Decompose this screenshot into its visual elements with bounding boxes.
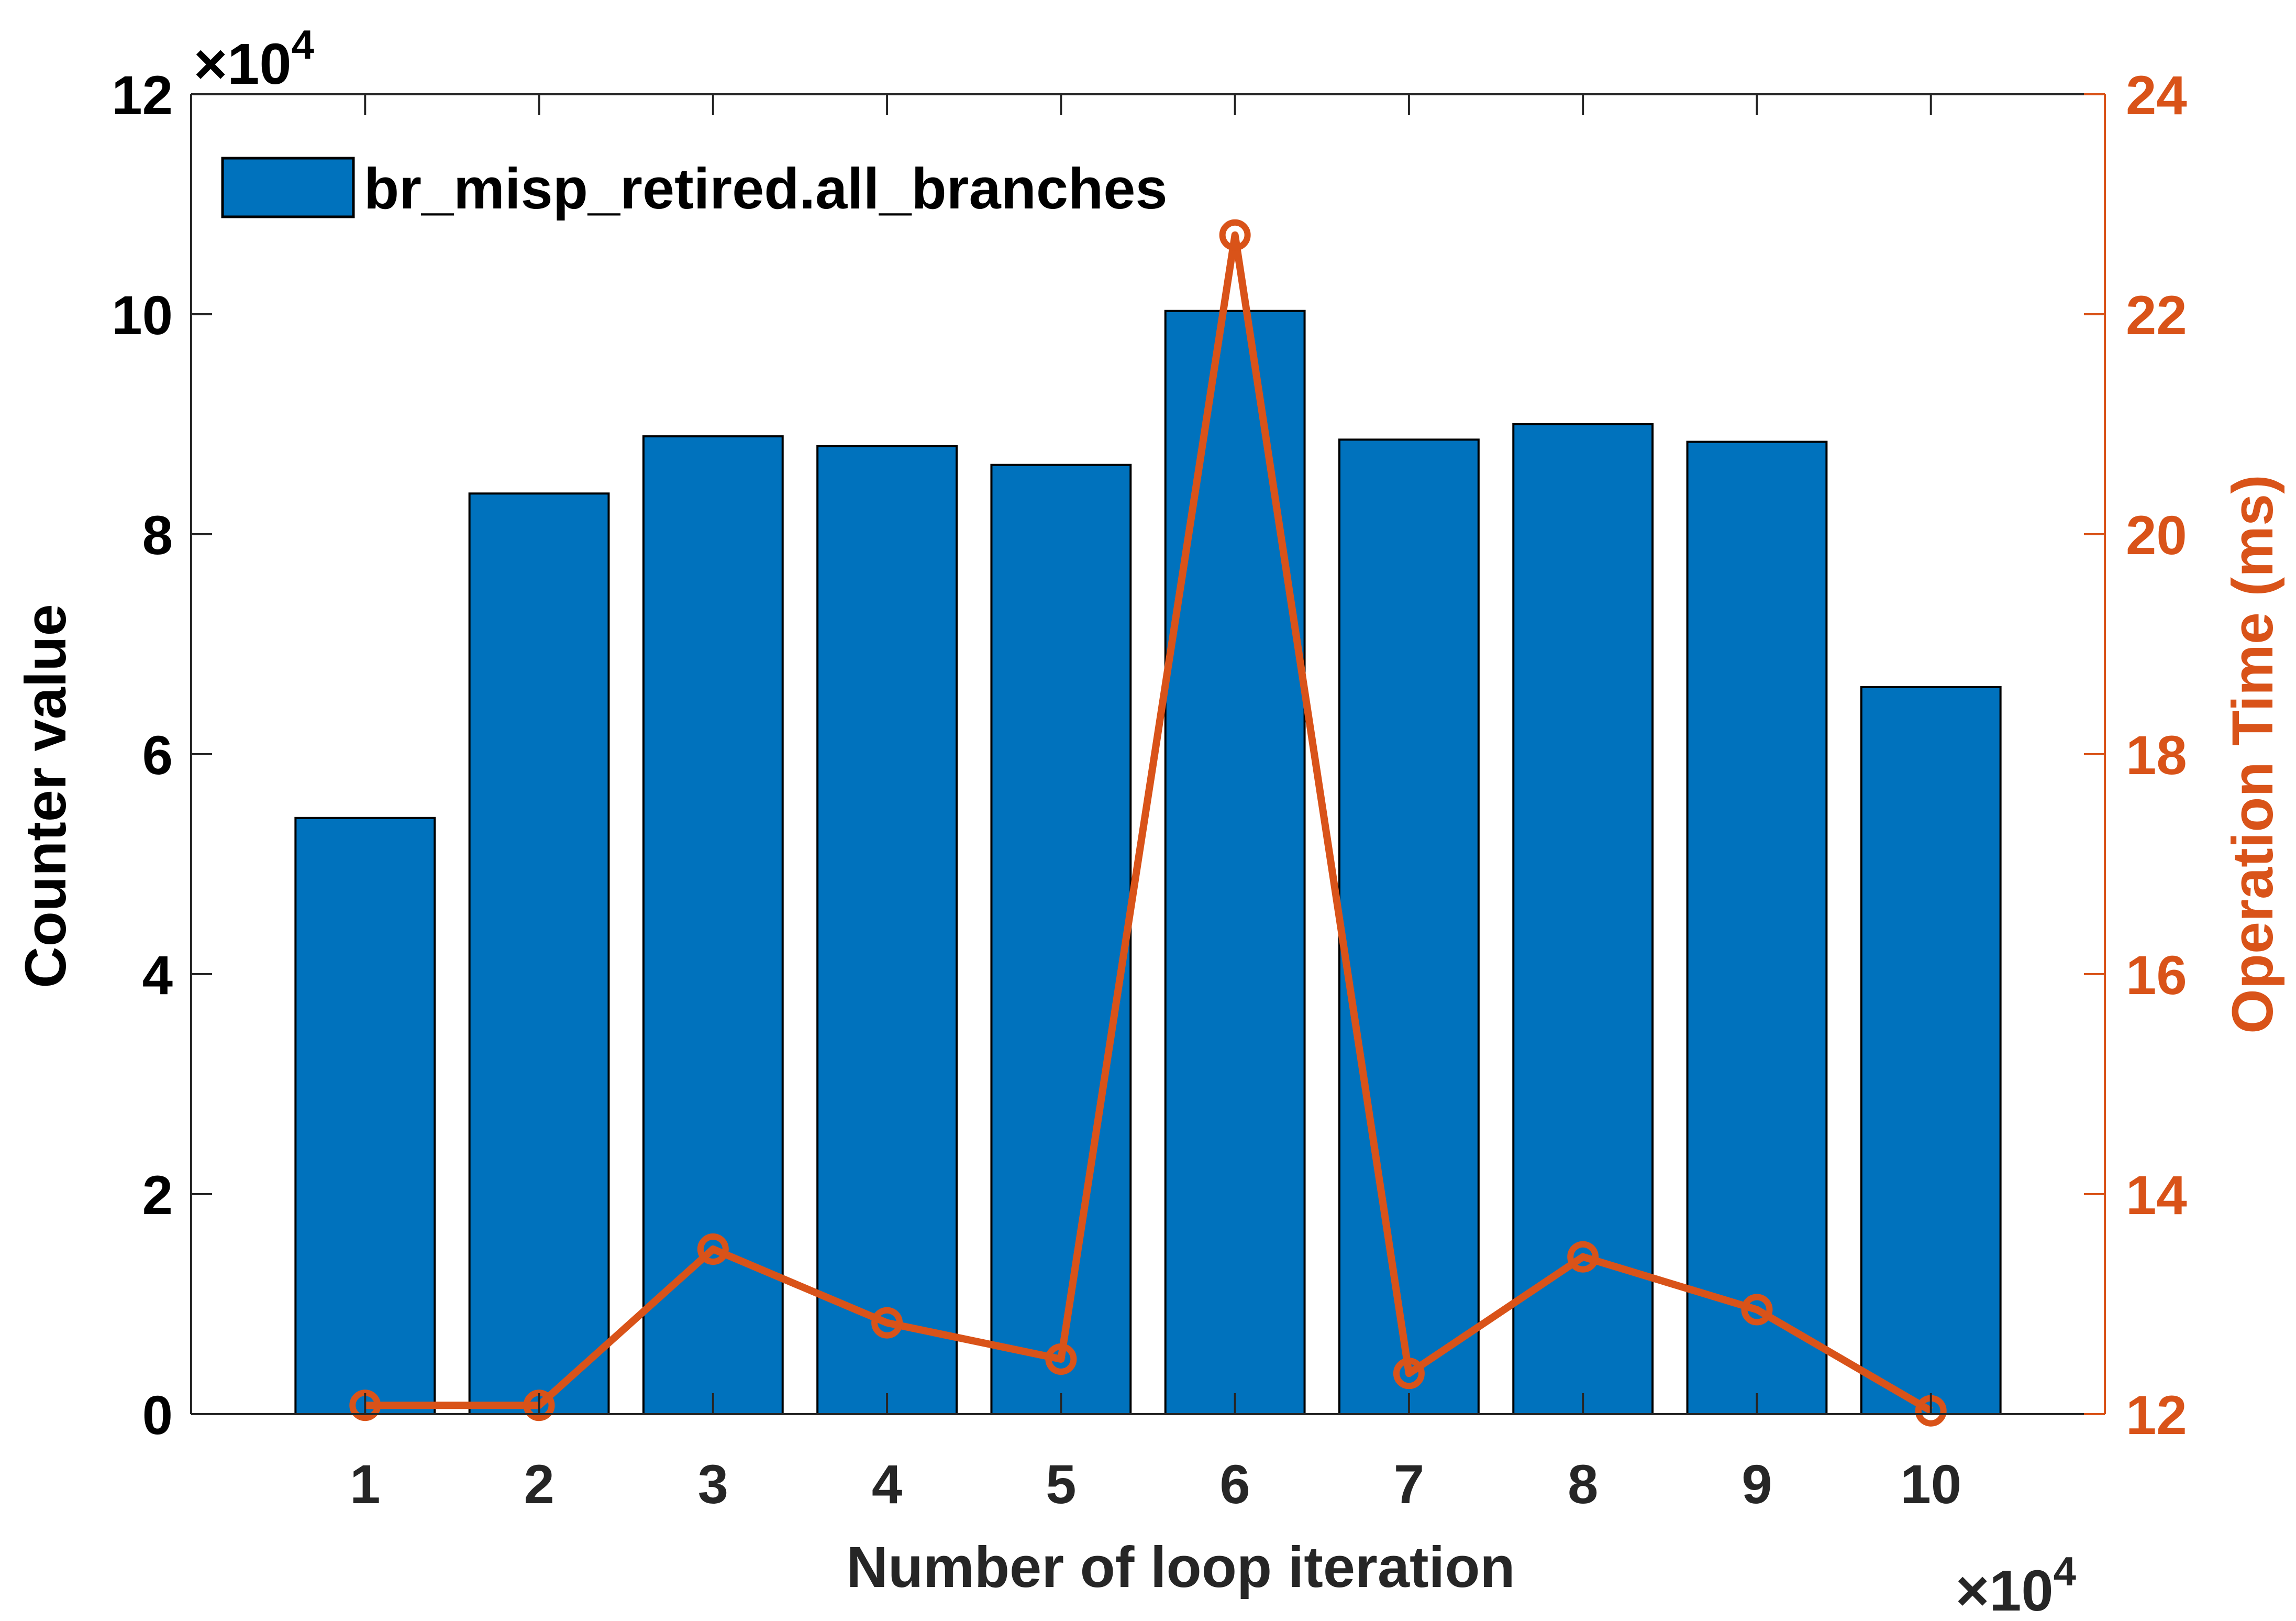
- x-tick-label: 7: [1394, 1454, 1424, 1515]
- bar-8: [1512, 423, 1654, 1415]
- x-tick-label: 8: [1568, 1454, 1598, 1515]
- y-tick-label: 2: [142, 1165, 173, 1226]
- line-point-9: [1741, 1294, 1773, 1326]
- bar-5: [990, 464, 1132, 1416]
- y-tick-label: 0: [142, 1385, 173, 1446]
- bar-series: [294, 310, 2002, 1416]
- y2-tick-label: 24: [2126, 65, 2187, 126]
- line-series: [349, 219, 1947, 1427]
- line-point-7: [1393, 1358, 1425, 1390]
- y2-tick-label: 18: [2126, 725, 2187, 786]
- bar-1: [294, 817, 436, 1415]
- line-point-5: [1045, 1343, 1077, 1375]
- y-exponent-label: ×104: [194, 21, 314, 96]
- svg-text:×104: ×104: [1956, 1548, 2076, 1621]
- bar-9: [1686, 440, 1828, 1415]
- y-tick-label: 10: [112, 285, 173, 346]
- line-point-1: [349, 1390, 381, 1421]
- line-point-2: [523, 1390, 555, 1421]
- x-tick-label: 10: [1900, 1454, 1961, 1515]
- x-tick-label: 6: [1219, 1454, 1250, 1515]
- y2-tick-label: 14: [2126, 1165, 2187, 1226]
- x-exponent-label: ×104: [1956, 1548, 2076, 1621]
- x-tick-label: 4: [872, 1454, 902, 1515]
- bar-7: [1338, 438, 1480, 1415]
- y-tick-label: 6: [142, 725, 173, 786]
- y-exponent-power: 4: [292, 21, 314, 68]
- x-tick-label: 1: [350, 1454, 380, 1515]
- y-tick-label: 4: [142, 945, 173, 1006]
- line-path: [365, 231, 1933, 1414]
- left-axis-ticks: 0 2 4 6 8 10 12: [112, 65, 212, 1446]
- y2-tick-label: 20: [2126, 505, 2187, 566]
- y-tick-label: 12: [112, 65, 173, 126]
- x-exponent-base: ×10: [1956, 1559, 2054, 1621]
- y2-axis-label: Operation Time (ms): [2221, 475, 2285, 1034]
- y-tick-label: 8: [142, 505, 173, 566]
- x-axis-ticks: 1 2 3 4 5 6 7 8 9 10: [350, 94, 1961, 1515]
- y-axis-label: Counter value: [14, 604, 78, 988]
- x-tick-label: 2: [524, 1454, 554, 1515]
- line-point-4: [871, 1307, 903, 1339]
- bar-10: [1860, 686, 2002, 1415]
- bar-6: [1164, 310, 1306, 1416]
- right-axis-ticks: 12 14 16 18 20 22 24: [2084, 65, 2187, 1446]
- x-tick-label: 9: [1742, 1454, 1772, 1515]
- legend: br_misp_retired.all_branches: [221, 157, 1168, 221]
- x-tick-label: 5: [1046, 1454, 1076, 1515]
- legend-label: br_misp_retired.all_branches: [364, 157, 1168, 221]
- y2-tick-label: 22: [2126, 285, 2187, 346]
- y2-tick-label: 16: [2126, 945, 2187, 1006]
- bar-4: [816, 445, 958, 1415]
- svg-text:×104: ×104: [194, 21, 314, 96]
- y-exponent-base: ×10: [194, 32, 292, 96]
- x-axis-label: Number of loop iteration: [846, 1535, 1515, 1600]
- legend-swatch: [221, 157, 355, 218]
- x-tick-label: 3: [698, 1454, 728, 1515]
- bar-2: [468, 492, 610, 1415]
- line-point-8: [1567, 1241, 1599, 1273]
- line-point-3: [697, 1233, 729, 1265]
- x-exponent-power: 4: [2054, 1548, 2076, 1594]
- y2-tick-label: 12: [2126, 1385, 2187, 1446]
- line-point-6: [1219, 219, 1251, 251]
